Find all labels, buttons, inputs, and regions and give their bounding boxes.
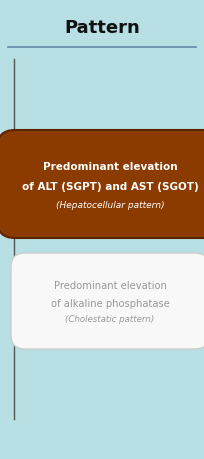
Text: of alkaline phosphatase: of alkaline phosphatase [51,298,170,308]
Text: Pattern: Pattern [64,19,140,37]
FancyBboxPatch shape [11,253,204,349]
Text: (Cholestatic pattern): (Cholestatic pattern) [65,315,155,324]
Text: Predominant elevation: Predominant elevation [54,280,166,291]
Text: of ALT (SGPT) and AST (SGOT): of ALT (SGPT) and AST (SGOT) [22,182,198,191]
Text: (Hepatocellular pattern): (Hepatocellular pattern) [56,200,164,209]
Text: Predominant elevation: Predominant elevation [43,162,177,172]
FancyBboxPatch shape [0,131,204,239]
